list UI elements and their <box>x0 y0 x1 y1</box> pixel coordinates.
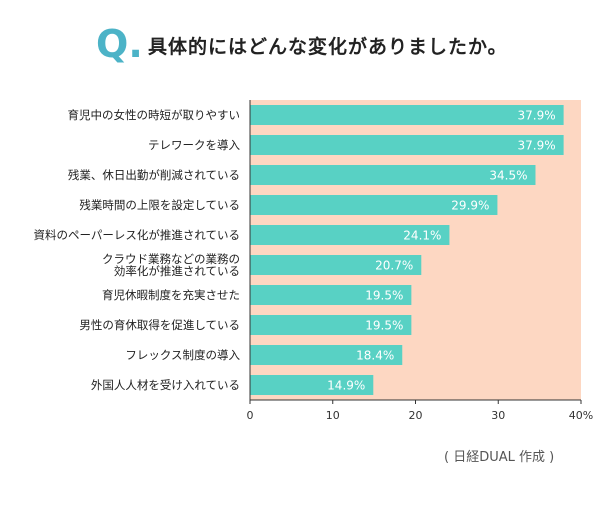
bar <box>250 105 564 125</box>
bar <box>250 165 536 185</box>
category-label: 育児休暇制度を充実させた <box>102 288 240 302</box>
x-tick-label: 20 <box>409 409 423 422</box>
bar-value-label: 19.5% <box>365 319 403 333</box>
category-label: テレワークを導入 <box>148 138 240 152</box>
category-label: 残業時間の上限を設定している <box>79 198 240 212</box>
bar <box>250 375 374 395</box>
q-letter: Q <box>96 22 129 66</box>
bar-value-label: 19.5% <box>365 289 403 303</box>
bar-value-label: 37.9% <box>517 139 555 153</box>
x-tick-label: 40% <box>569 409 593 422</box>
source-note: ( 日経DUAL 作成 ) <box>444 450 555 465</box>
category-label: 効率化が推進されている <box>114 264 240 278</box>
category-label: 育児中の女性の時短が取りやすい <box>68 108 241 122</box>
bar <box>250 195 498 215</box>
x-tick-label: 0 <box>247 409 254 422</box>
bar-value-label: 24.1% <box>403 229 441 243</box>
category-label: 資料のペーパーレス化が推進されている <box>33 228 240 242</box>
question-title: 具体的にはどんな変化がありましたか。 <box>148 36 508 58</box>
category-label: 男性の育休取得を促進している <box>79 318 240 332</box>
bar-value-label: 18.4% <box>356 349 394 363</box>
q-dot: . <box>128 22 143 66</box>
bar-value-label: 14.9% <box>327 379 365 393</box>
category-label: フレックス制度の導入 <box>125 348 240 362</box>
bar <box>250 135 564 155</box>
bar-value-label: 37.9% <box>517 109 555 123</box>
x-tick-label: 30 <box>491 409 505 422</box>
bar <box>250 345 403 365</box>
bar-value-label: 20.7% <box>375 259 413 273</box>
bar <box>250 315 412 335</box>
bar <box>250 225 450 245</box>
category-label: 残業、休日出勤が削減されている <box>68 168 240 182</box>
bar <box>250 285 412 305</box>
q-mark: Q. <box>96 24 143 64</box>
bar-value-label: 29.9% <box>451 199 489 213</box>
category-label: クラウド業務などの業務の <box>102 252 240 266</box>
bar-value-label: 34.5% <box>489 169 527 183</box>
category-label: 外国人人材を受け入れている <box>91 378 240 392</box>
x-tick-label: 10 <box>326 409 340 422</box>
bar <box>250 255 422 275</box>
